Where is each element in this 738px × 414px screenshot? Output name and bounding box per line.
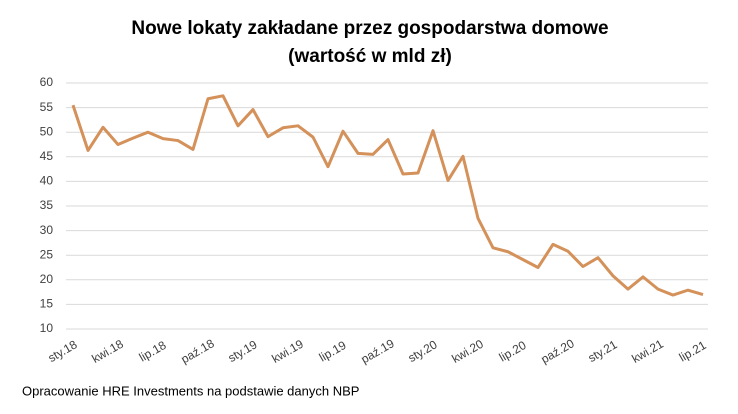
x-tick-label: kwi.21	[629, 337, 666, 366]
x-tick-label: lip.20	[497, 338, 529, 365]
x-tick-label: lip.19	[317, 338, 349, 365]
x-tick-label: kwi.19	[269, 337, 306, 366]
source-note: Opracowanie HRE Investments na podstawie…	[22, 383, 359, 398]
x-tick-label: sty.18	[46, 337, 80, 365]
y-tick-label: 55	[40, 100, 54, 114]
x-tick-label: paź.20	[538, 336, 576, 366]
x-tick-label: kwi.18	[89, 337, 126, 366]
x-tick-label: paź.19	[358, 336, 396, 366]
x-tick-label: lip.21	[677, 338, 709, 365]
x-tick-label: paź.18	[178, 336, 216, 366]
x-tick-label: sty.20	[406, 337, 440, 365]
chart-subtitle: (wartość w mld zł)	[288, 46, 452, 67]
y-tick-label: 60	[40, 75, 54, 89]
x-tick-label: sty.19	[226, 337, 260, 365]
y-tick-label: 15	[40, 297, 54, 311]
y-tick-label: 30	[40, 223, 54, 237]
y-tick-label: 50	[40, 124, 54, 138]
chart-title: Nowe lokaty zakładane przez gospodarstwa…	[131, 18, 608, 39]
x-tick-label: sty.21	[586, 337, 620, 365]
y-tick-label: 40	[40, 174, 54, 188]
data-line	[71, 94, 704, 297]
x-tick-label: lip.18	[137, 338, 169, 365]
y-tick-label: 45	[40, 149, 54, 163]
x-tick-label: kwi.20	[449, 337, 486, 366]
y-tick-label: 35	[40, 198, 54, 212]
y-tick-label: 25	[40, 247, 54, 261]
y-tick-label: 10	[40, 321, 54, 335]
y-tick-label: 20	[40, 272, 54, 286]
